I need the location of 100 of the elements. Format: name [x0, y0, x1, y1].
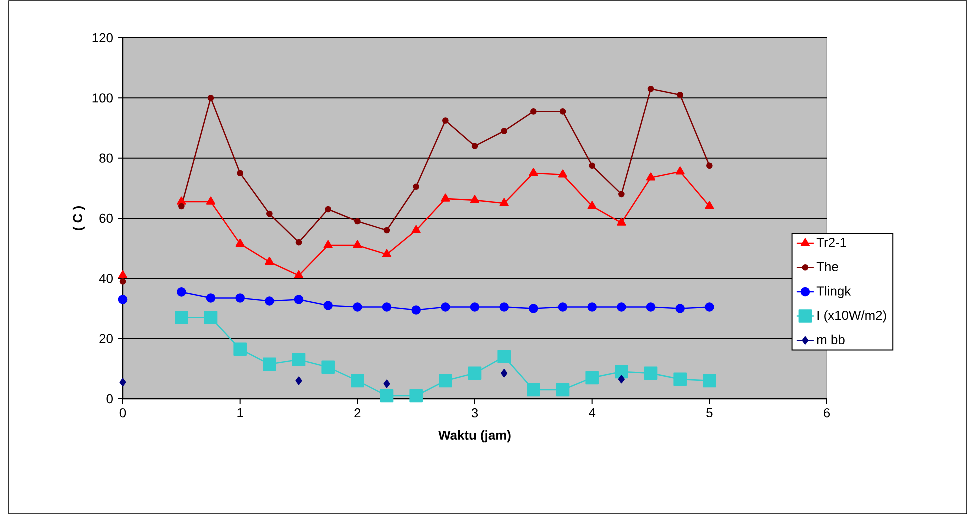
point [412, 306, 421, 315]
point [676, 304, 685, 314]
point [263, 358, 276, 372]
point [266, 210, 273, 218]
y-tick-label: 40 [99, 274, 113, 284]
point [498, 350, 511, 364]
point [384, 380, 390, 388]
point [354, 218, 361, 225]
x-tick-label: 2 [354, 408, 361, 418]
point [178, 203, 185, 210]
point [236, 294, 245, 303]
point [206, 196, 216, 205]
point [234, 342, 247, 356]
point [674, 372, 687, 386]
point [556, 383, 570, 397]
point [646, 302, 656, 312]
point [204, 311, 218, 324]
point [441, 302, 450, 312]
point [500, 198, 509, 206]
point [324, 301, 333, 310]
legend-label: The [816, 262, 838, 272]
point [351, 374, 364, 388]
point [118, 295, 128, 304]
y-tick-label: 60 [100, 214, 113, 224]
point [206, 294, 216, 303]
point [177, 288, 186, 297]
legend-label: m bb [817, 334, 845, 344]
point [677, 92, 684, 98]
point [382, 302, 392, 312]
point [644, 366, 658, 380]
point [413, 184, 420, 190]
point [236, 238, 245, 247]
point [325, 206, 332, 213]
point [470, 302, 480, 312]
point [175, 311, 188, 324]
x-axis-title: Waktu (jam) [438, 430, 511, 443]
point [120, 378, 126, 387]
point [560, 108, 566, 115]
point [322, 360, 335, 374]
point [588, 302, 597, 312]
point [296, 239, 302, 246]
point [618, 375, 625, 384]
point [468, 366, 482, 380]
point [472, 143, 478, 150]
x-tick-label: 5 [706, 408, 713, 418]
point [703, 374, 716, 388]
point [646, 172, 656, 181]
y-tick-label: 20 [100, 334, 113, 344]
x-tick-label: 3 [472, 408, 478, 418]
point [292, 353, 306, 367]
legend-label: I (x10W/m2) [818, 310, 886, 323]
point [676, 166, 685, 175]
legend-label: Tr2-1 [816, 238, 846, 248]
point [705, 302, 714, 312]
point [120, 278, 126, 285]
point [470, 195, 480, 204]
point [441, 194, 450, 202]
point [706, 162, 713, 169]
point [648, 86, 654, 92]
point [265, 296, 274, 306]
x-tick-label: 4 [589, 408, 596, 418]
y-tick-label: 0 [106, 394, 113, 404]
x-tick-label: 0 [120, 408, 126, 418]
point [527, 383, 540, 397]
point [442, 118, 449, 124]
point [617, 218, 626, 226]
point [384, 227, 390, 234]
point [237, 170, 244, 177]
point [529, 168, 538, 176]
point [412, 225, 421, 234]
x-tick-label: 6 [824, 408, 830, 418]
point [294, 295, 304, 304]
point [558, 302, 568, 312]
point [177, 196, 186, 205]
point [380, 389, 394, 403]
point [589, 162, 596, 169]
y-tick-label: 120 [92, 33, 113, 43]
point [296, 376, 302, 386]
point [529, 304, 538, 314]
point [353, 240, 362, 248]
y-tick-label: 100 [92, 94, 113, 103]
point [618, 191, 625, 198]
point [501, 369, 508, 378]
point [617, 302, 626, 312]
point [265, 256, 274, 266]
point [439, 374, 452, 388]
point [705, 201, 714, 210]
point [353, 302, 362, 312]
point [382, 249, 392, 258]
point [324, 240, 333, 248]
x-tick-label: 1 [238, 408, 244, 418]
point [501, 128, 508, 134]
point [530, 108, 537, 115]
point [118, 270, 128, 279]
point [410, 389, 423, 403]
point [294, 270, 304, 279]
point [586, 371, 599, 385]
y-tick-label: 80 [100, 154, 113, 163]
point [208, 95, 214, 102]
point [558, 170, 568, 178]
